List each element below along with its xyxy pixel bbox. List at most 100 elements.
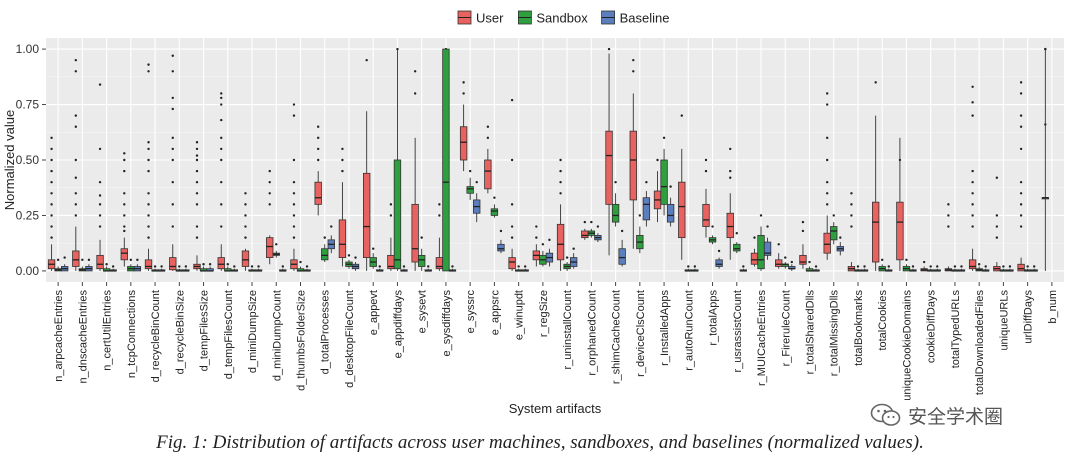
outlier-point-user: [559, 169, 562, 173]
outlier-point-baseline: [693, 265, 697, 268]
legend-label: User: [476, 11, 504, 26]
category-e_sysdiffdays: [435, 47, 457, 272]
outlier-point-user: [50, 147, 53, 151]
outlier-point-user: [220, 158, 223, 162]
x-tick-label: r_totalMissingDlls: [829, 290, 841, 377]
box-user: [629, 130, 637, 201]
box-sandbox: [733, 243, 741, 252]
x-tick-label: b_num: [1047, 290, 1059, 324]
figure-caption: Fig. 1: Distribution of artifacts across…: [156, 432, 924, 453]
outlier-point-user: [316, 147, 320, 151]
outlier-point-user: [123, 152, 126, 155]
category-r_totalApps: [702, 158, 723, 269]
box-user: [750, 252, 759, 265]
outlier-point-user: [147, 158, 150, 162]
outlier-point-sandbox: [178, 265, 181, 268]
x-tick-label: d_recycleBinCount: [150, 290, 162, 382]
outlier-point-user: [268, 203, 271, 206]
category-totalBookmarks: [847, 192, 869, 272]
category-r_totalSharedDlls: [799, 220, 820, 272]
outlier-point-user: [195, 192, 199, 195]
outlier-point-user: [220, 96, 223, 100]
outlier-point-baseline: [63, 256, 66, 259]
x-tick-label: totalBookmarks: [853, 290, 865, 366]
outlier-point-baseline: [548, 238, 551, 242]
x-tick-label: r_InstalledApps: [659, 290, 671, 366]
outlier-point-baseline: [136, 258, 139, 262]
outlier-point-user: [195, 141, 199, 144]
outlier-point-baseline: [887, 265, 890, 268]
outlier-point-user: [1019, 203, 1023, 206]
outlier-point-baseline: [572, 247, 575, 250]
outlier-point-user: [147, 70, 150, 73]
outlier-point-user: [50, 203, 53, 206]
box-user: [1017, 263, 1025, 272]
x-tick-label: d_totalProcesses: [320, 290, 332, 375]
outlier-point-user: [195, 236, 199, 239]
outlier-point-user: [1019, 147, 1023, 151]
box-user: [581, 230, 589, 239]
outlier-point-user: [195, 225, 199, 228]
category-urlDiffDays: [1017, 81, 1038, 272]
outlier-point-baseline: [742, 265, 745, 268]
outlier-point-user: [171, 136, 174, 140]
legend-label: Sandbox: [536, 11, 588, 26]
outlier-point-user: [462, 92, 465, 95]
outlier-point-user: [825, 103, 829, 106]
box-user: [484, 159, 492, 190]
outlier-point-user: [753, 236, 756, 239]
x-tick-label: totalCookies: [877, 290, 889, 351]
x-tick-label: r_regSize: [538, 290, 550, 337]
outlier-point-sandbox: [153, 265, 157, 268]
y-tick-label: 0.25: [16, 208, 40, 222]
x-tick-label: uniqueCookieDomains: [901, 290, 913, 401]
outlier-point-user: [292, 158, 296, 162]
outlier-point-sandbox: [977, 263, 981, 266]
outlier-point-user: [1019, 114, 1023, 117]
category-r_usrassistCount: [726, 147, 748, 272]
outlier-point-baseline: [984, 265, 987, 268]
outlier-point-user: [171, 96, 174, 100]
x-axis: n_arpcacheEntries n_dnscacheEntries n_cert…: [53, 282, 1059, 401]
outlier-point-user: [74, 158, 78, 162]
outlier-point-user: [123, 214, 126, 217]
y-tick-label: 0.75: [16, 98, 40, 112]
outlier-point-user: [632, 70, 635, 73]
outlier-point-user: [50, 180, 53, 184]
outlier-point-user: [801, 229, 805, 233]
outlier-point-sandbox: [687, 265, 690, 268]
outlier-point-user: [171, 203, 174, 206]
category-uniqueURLs: [993, 176, 1014, 272]
outlier-point-user: [825, 136, 829, 140]
watermark: 安全学术圈: [870, 400, 1003, 430]
box-baseline: [618, 248, 626, 265]
outlier-point-baseline: [233, 265, 236, 268]
category-r_MUICacheEntries: [750, 214, 772, 271]
x-tick-label: r_shimCacheCount: [611, 290, 623, 384]
category-d_recycleBinSize: [169, 54, 190, 272]
category-r_orphanedCount: [581, 220, 602, 243]
outlier-point-user: [220, 180, 223, 184]
outlier-point-user: [292, 103, 296, 106]
outlier-point-user: [147, 169, 150, 173]
outlier-point-sandbox: [420, 236, 423, 239]
box-sandbox: [393, 159, 402, 270]
x-tick-label: e_appsrc: [489, 290, 501, 336]
box-user: [823, 232, 831, 254]
outlier-point-user: [50, 169, 53, 173]
x-tick-label: n_tcpConnections: [126, 290, 138, 379]
outlier-point-user: [341, 169, 344, 173]
outlier-point-user: [98, 203, 102, 206]
legend-item-user: User: [457, 11, 504, 26]
category-n_dnscacheEntries: [72, 58, 93, 272]
outlier-point-user: [268, 169, 271, 173]
x-tick-label: totalTypedURLs: [950, 290, 962, 369]
outlier-point-baseline: [523, 265, 527, 268]
outlier-point-sandbox: [541, 243, 545, 246]
outlier-point-user: [171, 54, 174, 57]
wechat-icon: [870, 403, 901, 426]
outlier-point-user: [995, 225, 999, 228]
box-user: [775, 259, 783, 267]
x-tick-label: d_desktopFileCount: [344, 290, 356, 388]
outlier-point-baseline: [839, 236, 842, 239]
